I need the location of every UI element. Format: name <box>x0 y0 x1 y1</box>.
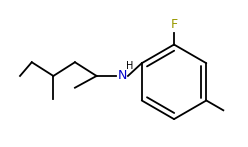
Text: N: N <box>117 69 127 82</box>
Text: H: H <box>126 61 133 71</box>
Text: F: F <box>170 18 178 31</box>
